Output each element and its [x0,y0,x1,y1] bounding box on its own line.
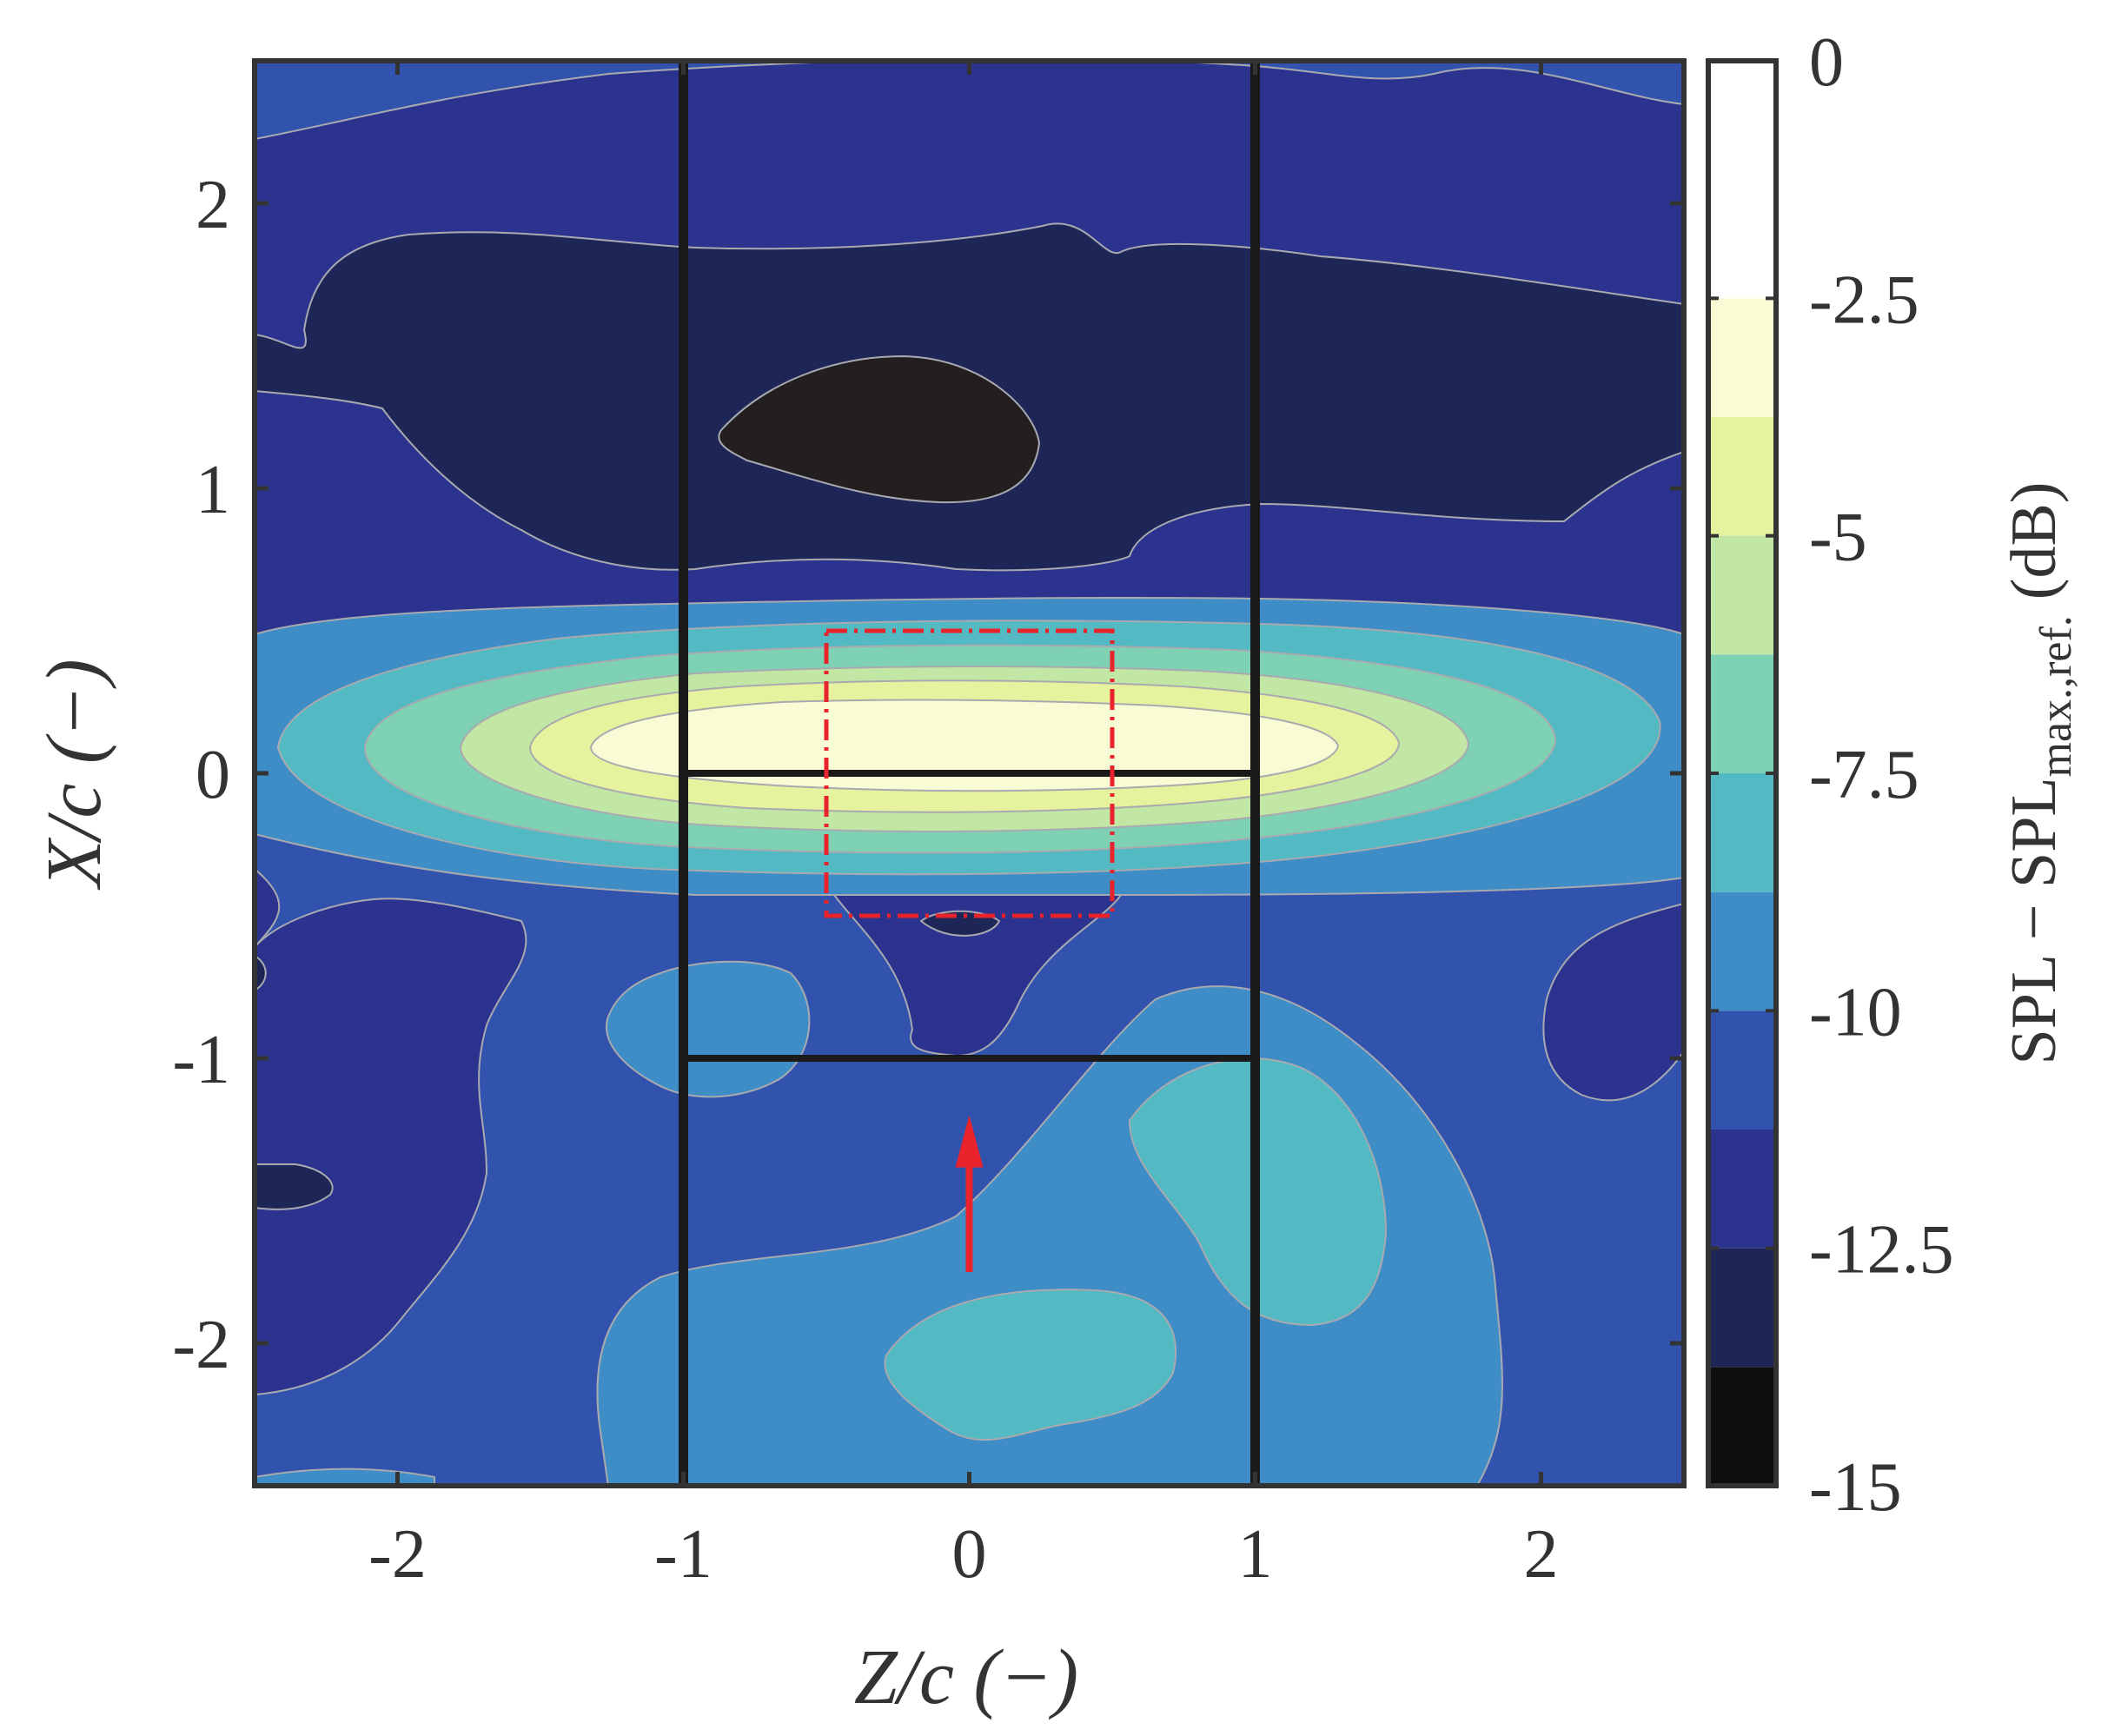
colorbar-level [1708,654,1776,773]
y-axis-ticks: -2 -1 0 1 2 [172,167,1684,1383]
contour-bottom-cyan-blob [884,1289,1177,1441]
colorbar-tick-label: -5 [1809,500,1867,576]
x-tick-label: -1 [654,1516,713,1593]
geometry-overlay [679,61,1260,1486]
colorbar-tick-label: 0 [1809,24,1844,101]
colorbar-label-unit: (dB) [1998,482,2070,600]
colorbar-level [1708,773,1776,892]
colorbar-level [1708,1248,1776,1368]
contour-field [255,61,1684,1486]
x-tick-label: 2 [1524,1516,1559,1593]
red-dashed-box [824,628,1115,918]
y-tick-label: 0 [196,737,230,813]
colorbar-level [1708,417,1776,536]
colorbar-level [1708,535,1776,655]
colorbar-label: SPL − SPLmax.,ref. (dB) [1998,482,2081,1065]
contour-small-dark-left [255,1163,334,1210]
colorbar-level [1708,1010,1776,1130]
y-tick-label: 1 [196,452,230,528]
colorbar-level [1708,298,1776,417]
colorbar-label-main: SPL − SPL [1998,777,2070,1064]
colorbar-tick-label: -12.5 [1809,1212,1954,1289]
y-tick-label: -1 [172,1022,230,1098]
red-arrow-head [955,1115,984,1168]
colorbar [1708,61,1776,1486]
y-tick-label: -2 [172,1307,230,1383]
colorbar-ticks: 0 -2.5 -5 -7.5 -10 -12.5 -15 [1708,24,1954,1526]
colorbar-tick-label: -15 [1809,1449,1902,1526]
y-tick-label: 2 [196,167,230,243]
colorbar-tick-label: -2.5 [1809,262,1919,338]
x-tick-label: 0 [952,1516,987,1593]
colorbar-label-sub: max.,ref. [2032,615,2081,777]
colorbar-tick-label: -10 [1809,974,1902,1050]
x-axis-ticks: -2 -1 0 1 2 [368,61,1559,1593]
red-arrow [955,1115,984,1272]
y-axis-label: X/c (−) [31,659,117,890]
x-tick-label: 1 [1238,1516,1273,1593]
contour-bottom-strip [255,1468,435,1486]
colorbar-level [1708,1367,1776,1486]
contour-minimum-blob [718,354,1041,504]
x-axis-label: Z/c (−) [854,1634,1078,1720]
colorbar-level [1708,61,1776,299]
contour-lower-left-blob [606,960,811,1098]
colorbar-level [1708,891,1776,1011]
colorbar-tick-label: -7.5 [1809,737,1919,813]
contour-lobe-level-6 [589,699,1340,792]
colorbar-level [1708,1130,1776,1249]
x-tick-label: -2 [368,1516,427,1593]
